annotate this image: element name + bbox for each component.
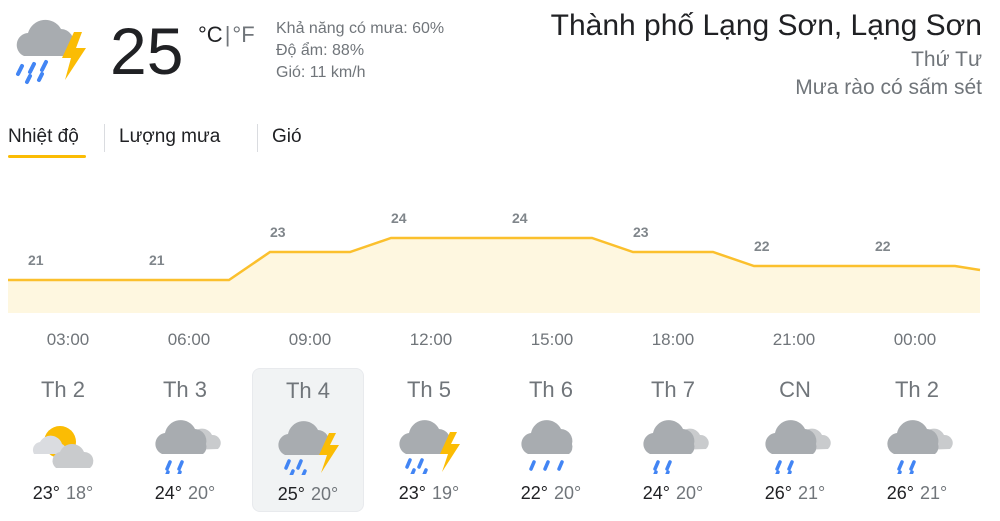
day-low: 20° bbox=[188, 483, 216, 503]
current-temperature: 25 bbox=[110, 14, 184, 88]
day-low: 20° bbox=[554, 483, 582, 503]
day-card[interactable]: Th 7 24° 20° bbox=[618, 368, 728, 510]
day-card[interactable]: Th 6 22° 20° bbox=[496, 368, 606, 510]
day-high: 22° bbox=[520, 483, 548, 503]
unit-fahrenheit[interactable]: °F bbox=[232, 22, 255, 47]
day-low: 19° bbox=[432, 483, 460, 503]
day-card[interactable]: Th 4 25° 20° bbox=[252, 368, 364, 512]
condition-text: Mưa rào có sấm sét bbox=[795, 76, 982, 99]
day-high: 23° bbox=[32, 483, 60, 503]
tab-temperature[interactable]: Nhiệt độ bbox=[8, 122, 104, 162]
temperature-data-label: 24 bbox=[512, 210, 528, 226]
precip-chance: Khả năng có mưa: 60% bbox=[276, 20, 445, 37]
tab-divider bbox=[257, 124, 258, 152]
tab-precipitation[interactable]: Lượng mưa bbox=[119, 126, 221, 147]
time-tick-label: 06:00 bbox=[167, 330, 211, 349]
time-axis: 03:00 06:00 09:00 12:00 15:00 18:00 21:00 00:00 bbox=[0, 330, 1000, 354]
unit-separator: | bbox=[224, 22, 231, 47]
chart-tabs: Nhiệt độ Lượng mưa Gió bbox=[8, 122, 332, 168]
day-low: 21° bbox=[798, 483, 826, 503]
day-temp-range: 26° 21° bbox=[862, 482, 972, 504]
day-temp-range: 23° 19° bbox=[374, 482, 484, 504]
cloud-rain-icon bbox=[765, 420, 831, 474]
temperature-data-label: 22 bbox=[875, 238, 891, 254]
day-temp-range: 24° 20° bbox=[618, 482, 728, 504]
temperature-line bbox=[8, 236, 981, 282]
time-tick-label: 09:00 bbox=[288, 330, 332, 349]
temperature-data-label: 22 bbox=[754, 238, 770, 254]
rain-thunder-icon bbox=[278, 421, 339, 475]
day-temp-range: 25° 20° bbox=[253, 483, 363, 505]
tab-divider bbox=[104, 124, 105, 152]
time-tick-label: 03:00 bbox=[46, 330, 90, 349]
day-name: Th 5 bbox=[406, 377, 452, 402]
day-card[interactable]: Th 3 24° 20° bbox=[130, 368, 240, 510]
unit-celsius[interactable]: °C bbox=[198, 22, 223, 47]
time-tick-label: 12:00 bbox=[409, 330, 453, 349]
day-high: 26° bbox=[886, 483, 914, 503]
temperature-area bbox=[8, 238, 980, 313]
day-name: Th 4 bbox=[285, 378, 331, 403]
time-tick-label: 21:00 bbox=[772, 330, 816, 349]
location-title: Thành phố Lạng Sơn, Lạng Sơn bbox=[550, 9, 982, 42]
location-day: Thứ Tư bbox=[911, 48, 982, 71]
cloud-rain-icon bbox=[155, 420, 221, 474]
day-temp-range: 24° 20° bbox=[130, 482, 240, 504]
day-high: 24° bbox=[154, 483, 182, 503]
day-card[interactable]: Th 5 23° 19° bbox=[374, 368, 484, 510]
unit-switch: °C|°F bbox=[198, 22, 255, 48]
time-tick-label: 00:00 bbox=[893, 330, 937, 349]
day-name: Th 3 bbox=[162, 377, 208, 402]
temperature-data-label: 24 bbox=[391, 210, 407, 226]
weather-details: Khả năng có mưa: 60% Độ ẩm: 88% Gió: 11 … bbox=[276, 18, 444, 84]
temperature-chart: 21 21 23 24 24 23 22 22 bbox=[8, 210, 981, 313]
day-high: 25° bbox=[277, 484, 305, 504]
location-block: Thành phố Lạng Sơn, Lạng Sơn Thứ Tư Mưa … bbox=[551, 6, 982, 102]
rain-thunder-icon bbox=[16, 19, 86, 84]
tab-wind[interactable]: Gió bbox=[272, 126, 302, 147]
day-low: 21° bbox=[920, 483, 948, 503]
day-name: CN bbox=[779, 377, 811, 402]
day-high: 26° bbox=[764, 483, 792, 503]
cloud-rain-icon bbox=[887, 420, 953, 474]
temperature-data-label: 21 bbox=[28, 252, 44, 268]
day-high: 24° bbox=[642, 483, 670, 503]
day-card[interactable]: Th 2 23° 18° bbox=[8, 368, 118, 510]
temperature-data-label: 21 bbox=[149, 252, 165, 268]
day-card[interactable]: Th 2 26° 21° bbox=[862, 368, 972, 510]
wind-speed: Gió: 11 km/h bbox=[276, 64, 366, 81]
day-high: 23° bbox=[398, 483, 426, 503]
cloud-rain-icon bbox=[643, 420, 709, 474]
day-card[interactable]: CN 26° 21° bbox=[740, 368, 850, 510]
humidity: Độ ẩm: 88% bbox=[276, 42, 365, 59]
temperature-data-label: 23 bbox=[270, 224, 286, 240]
day-temp-range: 23° 18° bbox=[8, 482, 118, 504]
partly-cloudy-icon bbox=[32, 426, 94, 468]
day-temp-range: 22° 20° bbox=[496, 482, 606, 504]
temperature-data-label: 23 bbox=[633, 224, 649, 240]
rain-thunder-icon bbox=[399, 420, 460, 474]
day-temp-range: 26° 21° bbox=[740, 482, 850, 504]
day-name: Th 2 bbox=[894, 377, 940, 402]
day-name: Th 2 bbox=[40, 377, 86, 402]
time-tick-label: 18:00 bbox=[651, 330, 695, 349]
day-low: 20° bbox=[311, 484, 339, 504]
day-low: 20° bbox=[676, 483, 704, 503]
day-low: 18° bbox=[66, 483, 94, 503]
heavy-rain-icon bbox=[521, 420, 573, 471]
day-name: Th 6 bbox=[528, 377, 574, 402]
time-tick-label: 15:00 bbox=[530, 330, 574, 349]
day-name: Th 7 bbox=[650, 377, 696, 402]
